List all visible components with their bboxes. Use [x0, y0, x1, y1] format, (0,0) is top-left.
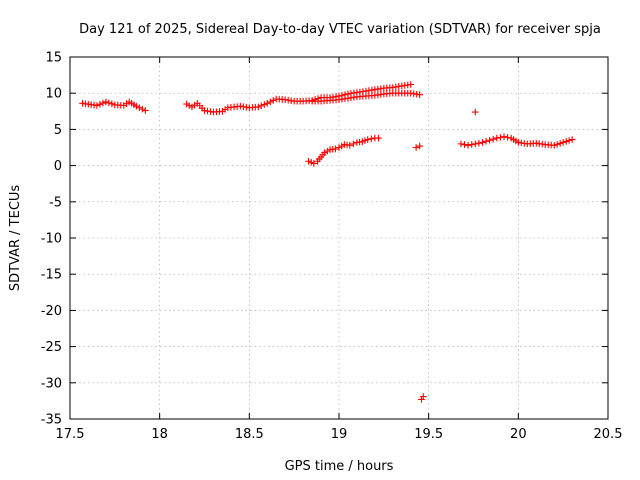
x-tick-label: 18	[151, 427, 168, 442]
data-point	[461, 141, 468, 148]
data-point	[482, 138, 490, 145]
y-axis-label: SDTVAR / TECUs	[8, 185, 23, 292]
data-point	[457, 140, 465, 148]
grid-lines	[70, 57, 608, 419]
data-point	[96, 101, 104, 108]
data-point	[257, 102, 265, 110]
data-point	[255, 103, 262, 111]
data-point	[497, 134, 504, 141]
y-tick-label: 10	[45, 87, 62, 102]
y-tick-label: -10	[41, 232, 62, 247]
data-point	[350, 140, 357, 148]
data-point	[346, 142, 354, 149]
data-point	[500, 133, 508, 140]
x-tick-label: 20	[510, 427, 527, 442]
data-point	[416, 91, 423, 98]
y-tick-label: -25	[41, 340, 62, 355]
y-tick-label: 15	[45, 51, 62, 66]
data-point	[471, 140, 479, 148]
data-point	[493, 134, 501, 142]
data-point	[133, 102, 140, 110]
data-point	[464, 142, 472, 149]
data-point	[266, 98, 274, 106]
x-axis-label: GPS time / hours	[285, 459, 394, 474]
y-tick-label: -15	[41, 268, 62, 283]
data-point	[471, 108, 479, 116]
data-point	[489, 135, 497, 143]
axis-ticks	[69, 56, 609, 420]
data-point	[260, 101, 268, 108]
data-points	[79, 81, 576, 403]
y-tick-label: 0	[54, 159, 62, 174]
data-point	[375, 134, 382, 142]
y-tick-label: -30	[41, 376, 62, 391]
data-point	[562, 138, 570, 145]
x-tick-labels: 17.5 18 18.5 19 19.5 20 20.5	[56, 427, 623, 442]
y-tick-label: -20	[41, 304, 62, 319]
y-tick-label: 5	[54, 123, 62, 138]
data-point	[565, 137, 573, 144]
data-point	[419, 393, 427, 400]
data-point	[553, 141, 561, 148]
y-tick-label: -35	[41, 413, 62, 428]
data-point	[504, 134, 511, 141]
data-point	[416, 142, 423, 150]
x-tick-label: 17.5	[56, 427, 85, 442]
data-point	[468, 141, 476, 148]
data-point	[136, 104, 143, 111]
x-tick-label: 20.5	[594, 427, 623, 442]
data-point	[486, 136, 493, 144]
data-point	[407, 81, 415, 88]
data-point	[556, 140, 564, 147]
data-point	[263, 100, 271, 107]
data-point	[550, 142, 558, 149]
data-point	[310, 160, 318, 167]
data-point	[269, 97, 277, 104]
data-point	[139, 105, 146, 113]
y-tick-labels: 15 10 5 0 -5 -10 -15 -20 -25 -30 -35	[41, 51, 62, 428]
data-point	[412, 144, 420, 151]
x-tick-label: 19.5	[414, 427, 443, 442]
data-point	[102, 98, 110, 106]
y-tick-label: -5	[49, 195, 62, 210]
data-point	[364, 136, 371, 143]
data-point	[142, 107, 149, 114]
chart-title: Day 121 of 2025, Sidereal Day-to-day VTE…	[79, 22, 601, 37]
x-tick-label: 18.5	[235, 427, 264, 442]
data-point	[367, 135, 375, 143]
data-point	[475, 139, 483, 147]
data-point	[568, 136, 576, 143]
x-tick-label: 19	[331, 427, 348, 442]
data-point	[332, 145, 339, 153]
data-point	[108, 100, 116, 108]
data-point	[559, 139, 567, 146]
data-point	[479, 139, 486, 146]
data-point	[99, 99, 107, 107]
data-point	[93, 102, 101, 109]
data-point	[105, 99, 113, 107]
